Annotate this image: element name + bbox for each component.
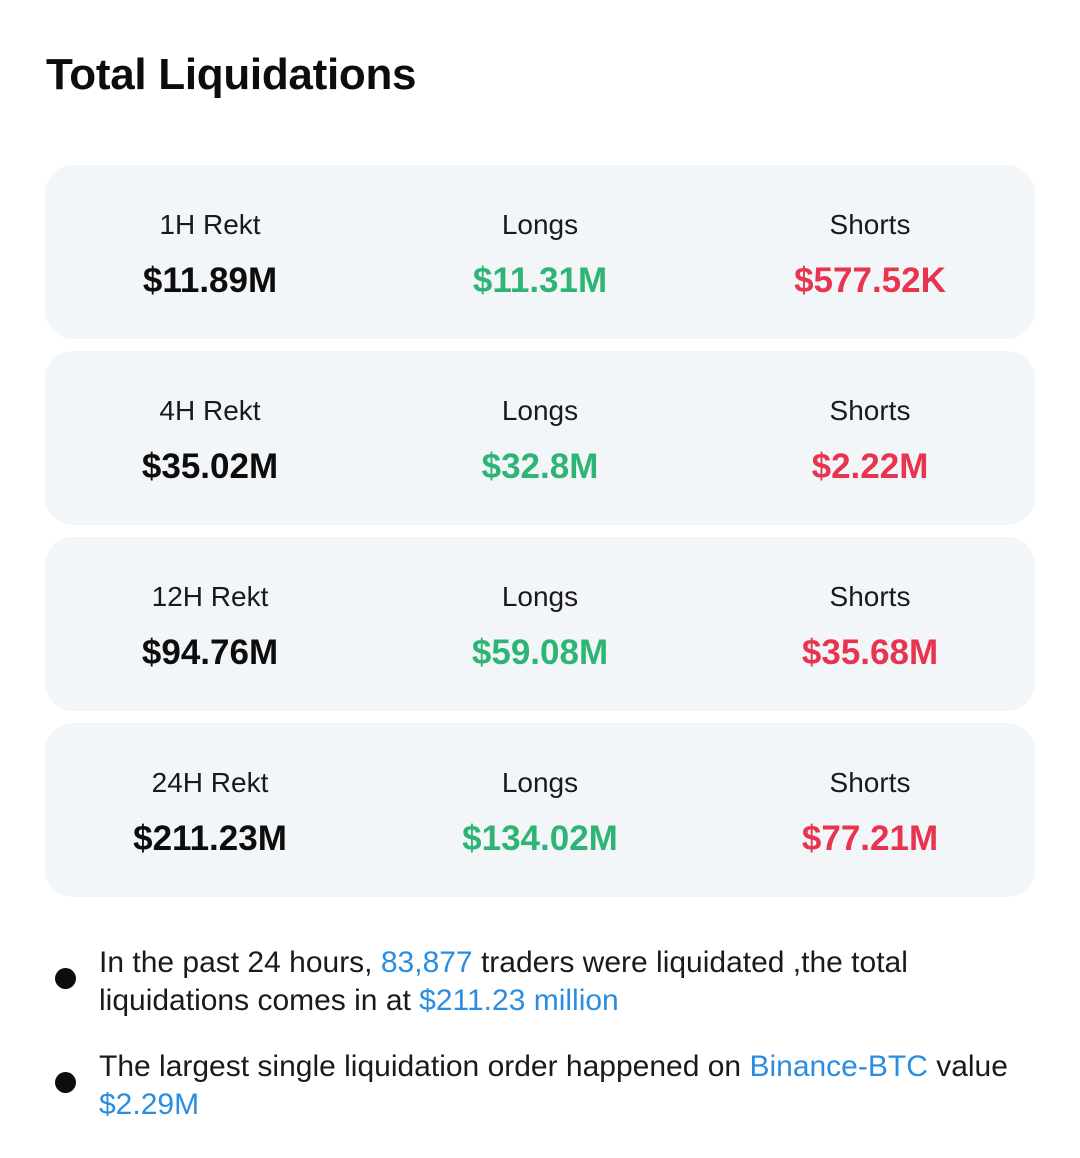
total-column: 12H Rekt $94.76M xyxy=(45,581,375,711)
liquidation-card-1h: 1H Rekt $11.89M Longs $11.31M Shorts $57… xyxy=(45,165,1035,339)
shorts-label: Shorts xyxy=(829,767,911,798)
longs-label: Longs xyxy=(501,209,579,240)
shorts-value: $35.68M xyxy=(801,633,939,672)
traders-count-link[interactable]: 83,877 xyxy=(380,946,473,979)
bullet-dot-icon xyxy=(55,1072,76,1093)
longs-label: Longs xyxy=(501,767,579,798)
summary-text: In the past 24 hours, xyxy=(99,946,381,979)
summary-item-largest-order: The largest single liquidation order hap… xyxy=(55,1048,1015,1124)
total-value: $94.76M xyxy=(141,633,279,672)
shorts-value: $577.52K xyxy=(794,261,946,300)
period-label: 24H Rekt xyxy=(151,767,269,798)
summary-item-traders: In the past 24 hours, 83,877 traders wer… xyxy=(55,944,1015,1020)
total-column: 24H Rekt $211.23M xyxy=(45,767,375,897)
longs-value: $32.8M xyxy=(481,447,599,486)
shorts-column: Shorts $577.52K xyxy=(705,209,1035,339)
longs-label: Longs xyxy=(501,395,579,426)
longs-value: $59.08M xyxy=(471,633,609,672)
liquidation-cards: 1H Rekt $11.89M Longs $11.31M Shorts $57… xyxy=(45,165,1035,909)
summary-list: In the past 24 hours, 83,877 traders wer… xyxy=(55,944,1015,1152)
total-column: 1H Rekt $11.89M xyxy=(45,209,375,339)
period-label: 1H Rekt xyxy=(159,209,261,240)
longs-column: Longs $59.08M xyxy=(375,581,705,711)
shorts-label: Shorts xyxy=(829,395,911,426)
total-value: $11.89M xyxy=(142,261,278,300)
summary-text: traders were liquidated ,the total liqui… xyxy=(99,946,908,1017)
summary-text: The largest single liquidation order hap… xyxy=(99,1050,750,1083)
total-column: 4H Rekt $35.02M xyxy=(45,395,375,525)
longs-value: $134.02M xyxy=(462,819,618,858)
shorts-label: Shorts xyxy=(829,209,911,240)
shorts-column: Shorts $77.21M xyxy=(705,767,1035,897)
summary-text: value xyxy=(927,1050,1008,1083)
longs-value: $11.31M xyxy=(472,261,608,300)
shorts-label: Shorts xyxy=(829,581,911,612)
liquidation-card-12h: 12H Rekt $94.76M Longs $59.08M Shorts $3… xyxy=(45,537,1035,711)
period-label: 4H Rekt xyxy=(159,395,261,426)
exchange-pair-link[interactable]: Binance-BTC xyxy=(749,1050,928,1083)
longs-column: Longs $32.8M xyxy=(375,395,705,525)
shorts-column: Shorts $35.68M xyxy=(705,581,1035,711)
liquidation-card-24h: 24H Rekt $211.23M Longs $134.02M Shorts … xyxy=(45,723,1035,897)
page-title: Total Liquidations xyxy=(46,50,417,99)
shorts-value: $2.22M xyxy=(811,447,929,486)
shorts-column: Shorts $2.22M xyxy=(705,395,1035,525)
period-label: 12H Rekt xyxy=(151,581,269,612)
largest-amount-link[interactable]: $2.29M xyxy=(99,1088,200,1121)
total-amount-link[interactable]: $211.23 million xyxy=(419,984,619,1017)
longs-label: Longs xyxy=(501,581,579,612)
bullet-dot-icon xyxy=(55,968,76,989)
total-value: $211.23M xyxy=(133,819,287,858)
liquidation-card-4h: 4H Rekt $35.02M Longs $32.8M Shorts $2.2… xyxy=(45,351,1035,525)
shorts-value: $77.21M xyxy=(801,819,939,858)
longs-column: Longs $134.02M xyxy=(375,767,705,897)
longs-column: Longs $11.31M xyxy=(375,209,705,339)
total-value: $35.02M xyxy=(141,447,279,486)
